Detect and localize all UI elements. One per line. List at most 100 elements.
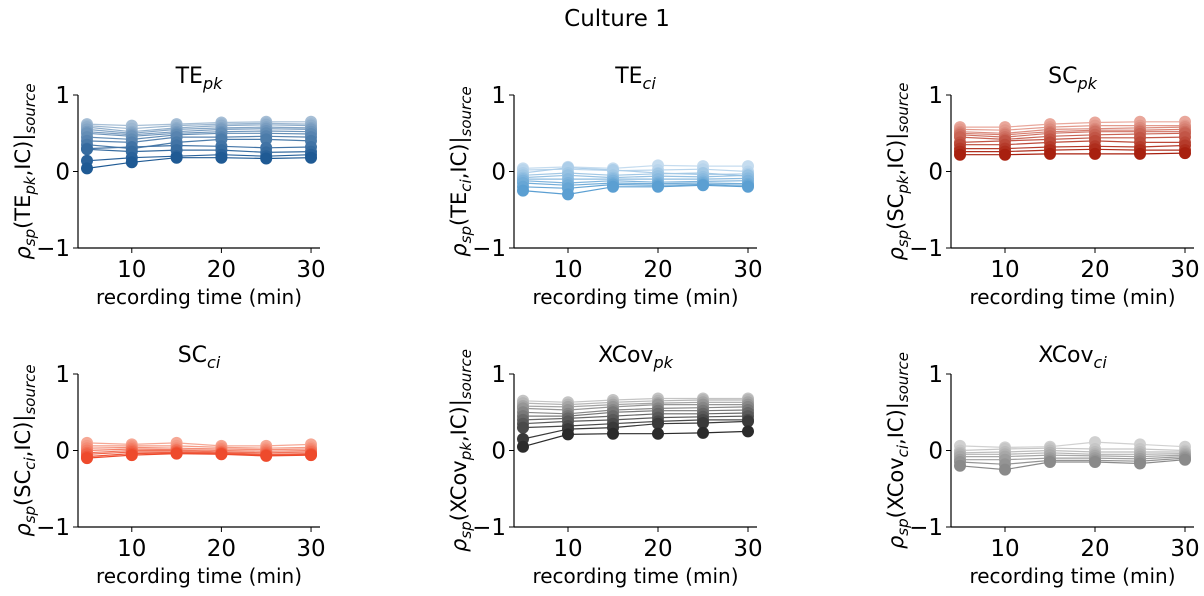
- series-path: [522, 168, 749, 173]
- y-tick-label: 1: [55, 83, 70, 109]
- data-point: [697, 426, 709, 439]
- series-path: [960, 144, 1186, 150]
- series-path: [522, 419, 748, 429]
- y-tick-label: −1: [472, 515, 506, 541]
- data-point: [1134, 457, 1146, 470]
- data-point: [954, 459, 966, 472]
- data-point: [517, 184, 529, 197]
- data-point: [652, 417, 664, 430]
- x-tick-label: 30: [733, 536, 762, 562]
- x-tick-label: 30: [733, 257, 762, 283]
- figure-title: Culture 1: [564, 6, 670, 32]
- y-axis-label: ρsp(SCci,IC)|source: [11, 364, 39, 536]
- data-point: [954, 148, 966, 161]
- data-point: [81, 143, 93, 156]
- y-axis-label: ρsp(XCovci,IC)|source: [884, 352, 912, 549]
- series-line: [517, 163, 754, 178]
- series-path: [960, 454, 1186, 458]
- x-tick-label: 20: [1080, 536, 1109, 562]
- series-path: [522, 397, 748, 403]
- data-point: [607, 180, 619, 193]
- series-path: [522, 415, 749, 425]
- panel-title: XCovci: [1038, 343, 1107, 372]
- data-point: [305, 151, 317, 164]
- data-point: [260, 152, 273, 165]
- x-axis-label: recording time (min): [532, 564, 738, 588]
- series-path: [86, 124, 312, 133]
- panel-title: TEci: [614, 64, 656, 93]
- series-path: [86, 121, 311, 127]
- y-tick-label: 1: [928, 83, 943, 109]
- data-point: [1089, 456, 1101, 468]
- series-path: [522, 164, 748, 170]
- series-line: [954, 143, 1191, 158]
- y-tick-label: 0: [928, 160, 943, 186]
- series-path: [960, 452, 1186, 455]
- x-tick-label: 30: [296, 536, 325, 562]
- panel-title: XCovpk: [598, 343, 673, 372]
- series-path: [522, 184, 749, 196]
- series-path: [86, 148, 312, 154]
- series-path: [522, 167, 749, 176]
- series-path: [86, 452, 312, 459]
- series-path: [959, 131, 1185, 138]
- x-tick-label: 10: [553, 536, 582, 562]
- series-path: [86, 126, 312, 134]
- series-path: [959, 447, 1186, 452]
- data-point: [562, 428, 574, 441]
- series-path: [522, 172, 749, 177]
- series-path: [86, 132, 312, 141]
- x-tick-label: 30: [1170, 257, 1199, 283]
- series-path: [522, 430, 749, 448]
- data-point: [652, 427, 664, 440]
- y-axis-label: ρsp(TEpk,IC)|source: [11, 83, 39, 259]
- series-path: [959, 449, 1185, 454]
- series-line: [954, 453, 1191, 476]
- series-path: [959, 124, 1185, 131]
- data-point: [170, 151, 183, 164]
- series-path: [86, 135, 312, 144]
- series-path: [960, 121, 1185, 128]
- y-tick-label: 0: [55, 160, 70, 186]
- data-point: [697, 417, 709, 429]
- data-point: [170, 447, 183, 460]
- y-tick-label: −1: [36, 515, 70, 541]
- data-point: [652, 180, 664, 193]
- y-tick-label: −1: [472, 236, 506, 262]
- series-path: [86, 448, 312, 452]
- y-tick-label: 0: [491, 160, 506, 186]
- x-tick-label: 20: [1080, 257, 1109, 283]
- data-point: [1044, 147, 1056, 160]
- series-path: [522, 399, 748, 406]
- series-path: [86, 154, 312, 162]
- series-path: [960, 140, 1185, 146]
- x-tick-label: 10: [990, 257, 1019, 283]
- y-tick-label: 0: [55, 439, 70, 465]
- data-point: [260, 449, 273, 462]
- x-tick-label: 20: [207, 536, 236, 562]
- series-path: [86, 128, 312, 136]
- series-path: [86, 451, 312, 455]
- series-path: [522, 412, 749, 421]
- series-path: [523, 409, 749, 417]
- x-tick-label: 10: [553, 257, 582, 283]
- data-point: [697, 179, 709, 192]
- series-line: [517, 425, 754, 453]
- series-path: [959, 128, 1186, 136]
- x-tick-label: 20: [643, 257, 672, 283]
- series-path: [959, 441, 1186, 449]
- y-tick-label: −1: [909, 236, 943, 262]
- series-path: [86, 122, 312, 130]
- series-path: [522, 420, 749, 440]
- series-path: [959, 136, 1186, 143]
- data-point: [260, 133, 273, 146]
- series-path: [959, 459, 1186, 471]
- series-path: [86, 157, 312, 169]
- series-line: [517, 161, 754, 181]
